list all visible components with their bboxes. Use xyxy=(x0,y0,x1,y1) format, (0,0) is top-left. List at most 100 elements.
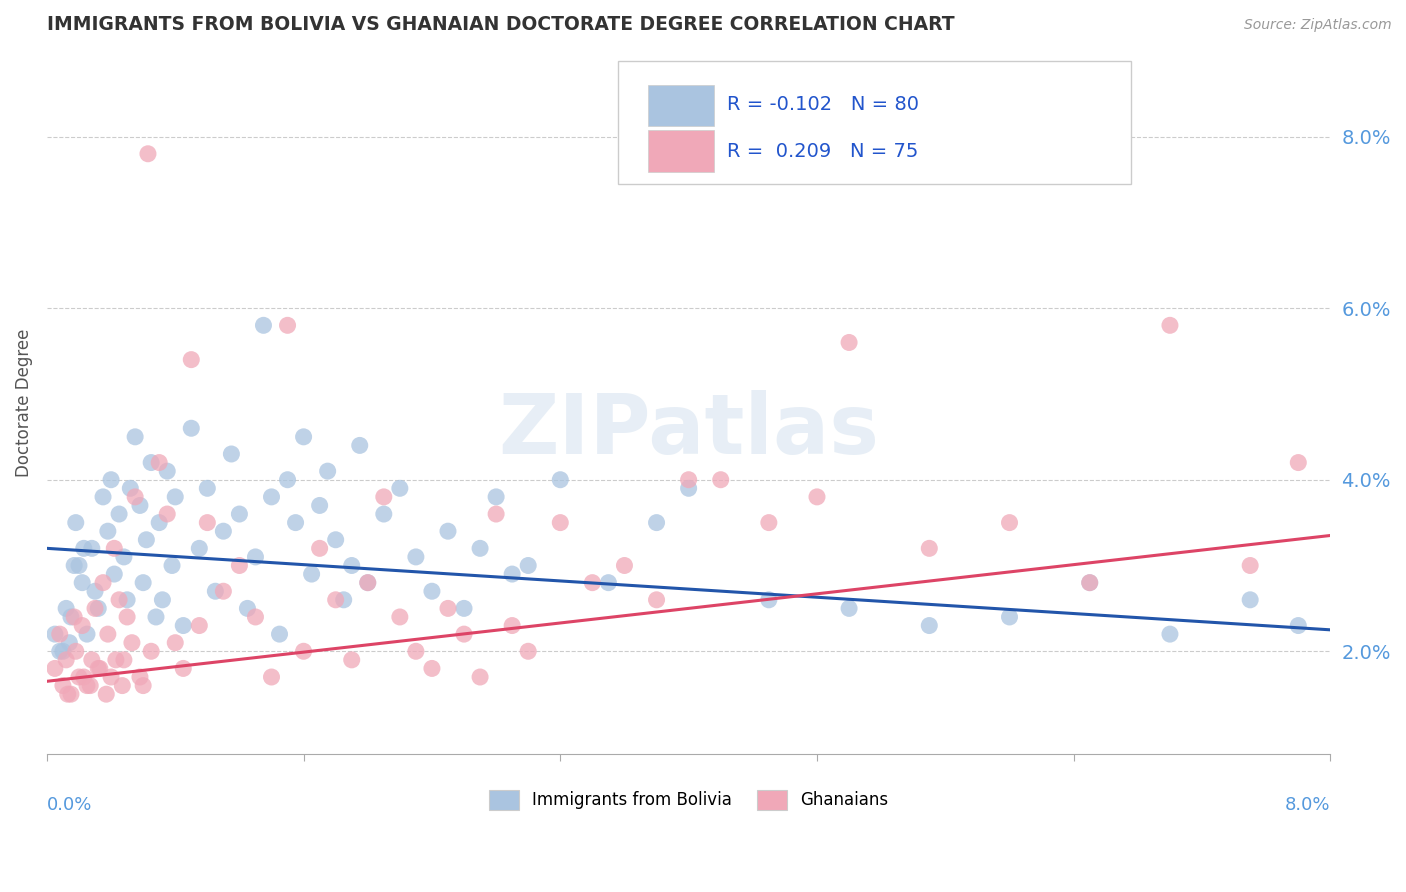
Point xyxy=(1078,575,1101,590)
Point xyxy=(145,610,167,624)
Point xyxy=(104,653,127,667)
Point xyxy=(73,541,96,556)
Point xyxy=(44,661,66,675)
Point xyxy=(89,661,111,675)
Point xyxy=(998,516,1021,530)
Point xyxy=(1159,627,1181,641)
Point xyxy=(1286,456,1309,470)
Point xyxy=(292,430,315,444)
Point xyxy=(195,516,218,530)
Point xyxy=(132,575,155,590)
Point xyxy=(52,679,75,693)
Point xyxy=(1159,318,1181,333)
Point xyxy=(373,507,395,521)
Point xyxy=(59,687,82,701)
Point xyxy=(84,584,107,599)
Point xyxy=(468,670,491,684)
Point xyxy=(156,507,179,521)
Point xyxy=(1239,592,1261,607)
Point xyxy=(437,524,460,539)
Text: IMMIGRANTS FROM BOLIVIA VS GHANAIAN DOCTORATE DEGREE CORRELATION CHART: IMMIGRANTS FROM BOLIVIA VS GHANAIAN DOCT… xyxy=(46,15,955,34)
Point xyxy=(260,490,283,504)
Point xyxy=(65,644,87,658)
Point xyxy=(124,430,146,444)
Point xyxy=(245,610,267,624)
Point xyxy=(63,558,86,573)
Point xyxy=(437,601,460,615)
Point xyxy=(172,618,194,632)
Point xyxy=(188,541,211,556)
Point xyxy=(204,584,226,599)
Point xyxy=(1239,558,1261,573)
Point xyxy=(124,490,146,504)
Point xyxy=(141,456,163,470)
Point xyxy=(108,507,131,521)
Point xyxy=(76,679,98,693)
Point xyxy=(453,627,475,641)
Point xyxy=(188,618,211,632)
Point xyxy=(79,679,101,693)
Point xyxy=(228,507,250,521)
Point xyxy=(112,549,135,564)
Point xyxy=(388,610,411,624)
Point xyxy=(405,644,427,658)
Point xyxy=(645,592,668,607)
Point xyxy=(67,558,90,573)
Point xyxy=(115,592,138,607)
Point xyxy=(56,687,79,701)
Point xyxy=(84,601,107,615)
Text: R = -0.102   N = 80: R = -0.102 N = 80 xyxy=(727,95,920,114)
Point xyxy=(103,567,125,582)
Point xyxy=(758,592,780,607)
Text: 0.0%: 0.0% xyxy=(46,797,93,814)
Y-axis label: Doctorate Degree: Doctorate Degree xyxy=(15,328,32,476)
Point xyxy=(388,481,411,495)
Text: Source: ZipAtlas.com: Source: ZipAtlas.com xyxy=(1244,18,1392,32)
Legend: Immigrants from Bolivia, Ghanaians: Immigrants from Bolivia, Ghanaians xyxy=(482,784,896,816)
Point xyxy=(59,610,82,624)
Point xyxy=(252,318,274,333)
Point xyxy=(292,644,315,658)
Point xyxy=(100,670,122,684)
Point xyxy=(212,524,235,539)
Point xyxy=(70,575,93,590)
Point xyxy=(517,644,540,658)
Point xyxy=(325,592,347,607)
Point xyxy=(97,627,120,641)
Point xyxy=(103,541,125,556)
Point xyxy=(838,601,860,615)
Point xyxy=(357,575,380,590)
Point xyxy=(120,481,142,495)
Point xyxy=(236,601,259,615)
Point xyxy=(108,592,131,607)
FancyBboxPatch shape xyxy=(648,85,714,126)
Point xyxy=(111,679,134,693)
Point xyxy=(468,541,491,556)
Point xyxy=(96,687,118,701)
Point xyxy=(645,516,668,530)
Point xyxy=(67,670,90,684)
Point xyxy=(308,541,330,556)
Point xyxy=(152,592,174,607)
Point xyxy=(245,549,267,564)
FancyBboxPatch shape xyxy=(648,130,714,172)
Point xyxy=(485,490,508,504)
Point xyxy=(132,679,155,693)
Point xyxy=(308,499,330,513)
Point xyxy=(349,438,371,452)
Point xyxy=(172,661,194,675)
Point xyxy=(165,636,187,650)
Point xyxy=(284,516,307,530)
Point xyxy=(165,490,187,504)
Point xyxy=(357,575,380,590)
Point xyxy=(112,653,135,667)
Point xyxy=(48,644,70,658)
Point xyxy=(91,575,114,590)
Point xyxy=(80,653,103,667)
Point xyxy=(58,636,80,650)
Point xyxy=(87,601,110,615)
Point xyxy=(420,661,443,675)
Point xyxy=(129,499,152,513)
Point xyxy=(277,318,299,333)
Text: 8.0%: 8.0% xyxy=(1285,797,1330,814)
